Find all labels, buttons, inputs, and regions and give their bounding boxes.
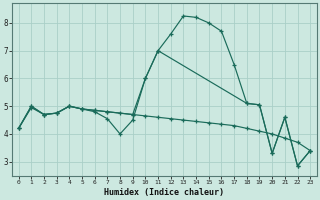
X-axis label: Humidex (Indice chaleur): Humidex (Indice chaleur) [104, 188, 224, 197]
